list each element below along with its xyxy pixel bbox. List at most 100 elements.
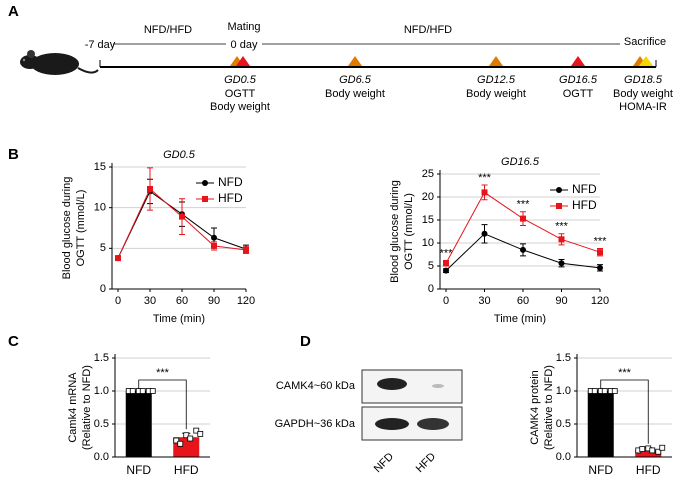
- data-point: [481, 230, 488, 237]
- event-note: Body weight: [466, 88, 526, 100]
- y-axis-label: (Relative to NFD): [81, 365, 93, 450]
- legend-label: HFD: [218, 191, 243, 205]
- bar: [125, 391, 152, 457]
- event-note: Body weight: [210, 101, 270, 113]
- blot-label: CAMK4~60 kDa: [276, 380, 356, 392]
- y-tick-label: 10: [422, 237, 434, 249]
- legend-marker: [556, 203, 562, 209]
- event-note: Body weight: [325, 88, 385, 100]
- data-point: [659, 444, 666, 451]
- data-point: [597, 264, 603, 271]
- y-tick-label: 10: [94, 202, 106, 214]
- y-axis-label: Blood glucose during: [389, 180, 401, 283]
- event-label: GD6.5: [339, 74, 372, 86]
- x-tick-label: HFD: [636, 463, 661, 477]
- data-point: [211, 242, 217, 249]
- data-point: [520, 246, 526, 253]
- data-point: [243, 246, 249, 253]
- y-tick-label: 0.0: [556, 451, 571, 463]
- event-note: OGTT: [563, 88, 594, 100]
- x-tick-label: 30: [478, 295, 490, 307]
- y-axis-label: Camk4 mRNA: [67, 372, 79, 443]
- x-tick-label: 0: [443, 295, 449, 307]
- x-tick-label: NFD: [588, 463, 613, 477]
- mouse-icon: [20, 50, 99, 75]
- legend-label: NFD: [218, 175, 243, 189]
- event-note: OGTT: [225, 88, 256, 100]
- blot-label: GAPDH~36 kDa: [275, 418, 356, 430]
- timeline-label: NFD/HFD: [144, 24, 192, 36]
- y-tick-label: 0: [428, 283, 434, 295]
- chart-title: GD0.5: [163, 149, 196, 161]
- legend-marker: [556, 187, 562, 193]
- event-label: GD16.5: [559, 74, 598, 86]
- data-point: [443, 260, 449, 267]
- y-tick-label: 1.0: [556, 385, 571, 397]
- timeline-label: NFD/HFD: [404, 24, 452, 36]
- event-label: GD12.5: [477, 74, 516, 86]
- data-point: [177, 440, 184, 447]
- y-tick-label: 0.5: [556, 418, 571, 430]
- data-point: [611, 388, 618, 394]
- data-point: [197, 430, 204, 437]
- y-tick-label: 15: [422, 214, 434, 226]
- event-label: GD18.5: [624, 74, 663, 86]
- x-tick-label: 90: [208, 295, 220, 307]
- x-tick-label: 60: [176, 295, 188, 307]
- data-point: [179, 213, 185, 220]
- x-tick-label: 120: [237, 295, 255, 307]
- chart-title: GD16.5: [501, 156, 540, 168]
- panel-letter: C: [8, 333, 19, 350]
- y-axis-label: OGTT (mmol/L): [75, 190, 87, 267]
- lane-label: HFD: [414, 451, 439, 476]
- y-tick-label: 25: [422, 168, 434, 180]
- y-tick-label: 1.5: [94, 352, 109, 364]
- x-axis-label: Time (min): [494, 313, 546, 325]
- y-axis-label: CAMK4 protein: [529, 370, 541, 445]
- x-tick-label: 30: [144, 295, 156, 307]
- data-point: [139, 388, 146, 394]
- data-point: [558, 236, 565, 243]
- legend-marker: [202, 180, 208, 186]
- panel-letter: A: [8, 3, 19, 20]
- x-tick-label: 90: [555, 295, 567, 307]
- event-note: HOMA-IR: [619, 101, 667, 113]
- data-point: [520, 215, 526, 222]
- y-tick-label: 5: [100, 242, 106, 254]
- panel-letter: D: [300, 333, 311, 350]
- event-marker: [489, 56, 503, 66]
- significance-label: ***: [618, 367, 632, 379]
- legend-label: HFD: [572, 198, 597, 212]
- data-point: [183, 432, 190, 439]
- significance-bracket: [138, 379, 187, 430]
- data-point: [173, 437, 180, 444]
- significance-label: ***: [440, 247, 454, 259]
- y-tick-label: 15: [94, 161, 106, 173]
- x-tick-label: 120: [591, 295, 609, 307]
- legend-label: NFD: [572, 182, 597, 196]
- data-point: [649, 447, 656, 454]
- y-axis-label: Blood glucose during: [61, 177, 73, 280]
- significance-label: ***: [594, 235, 608, 247]
- x-tick-label: 0: [115, 295, 121, 307]
- data-point: [591, 388, 598, 394]
- legend-marker: [202, 196, 208, 202]
- data-point: [129, 388, 136, 394]
- timeline-label: -7 day: [85, 39, 116, 51]
- blot-band: [432, 384, 444, 388]
- data-point: [597, 249, 603, 256]
- event-marker: [348, 56, 362, 66]
- data-point: [147, 185, 153, 192]
- data-point: [639, 446, 646, 452]
- lane-label: NFD: [372, 451, 397, 476]
- data-point: [443, 267, 449, 274]
- significance-label: ***: [478, 172, 492, 184]
- significance-label: ***: [156, 367, 170, 379]
- y-tick-label: 0.5: [94, 418, 109, 430]
- y-tick-label: 0: [100, 283, 106, 295]
- bar: [587, 391, 614, 457]
- panel-letter: B: [8, 146, 19, 163]
- timeline-label: Sacrifice: [624, 36, 666, 48]
- event-label: GD0.5: [224, 74, 257, 86]
